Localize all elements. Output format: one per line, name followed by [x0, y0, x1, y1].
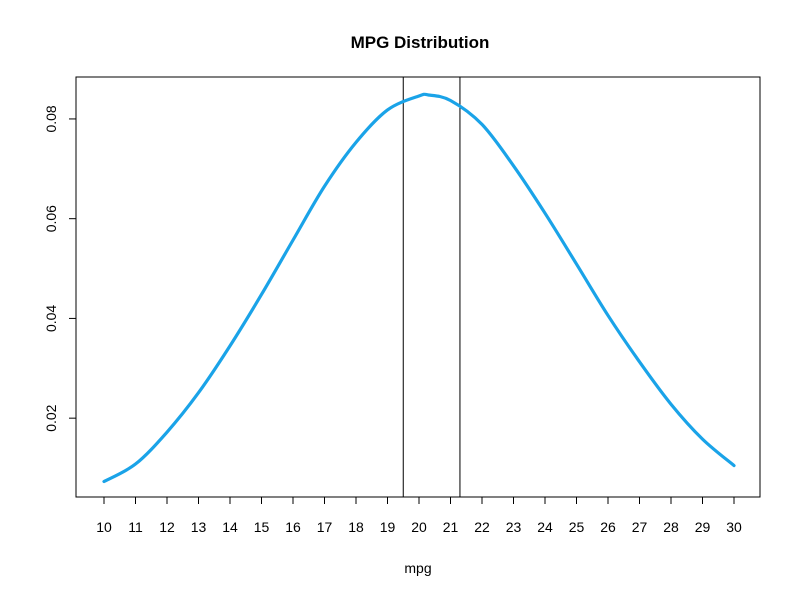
- x-tick-label: 10: [96, 519, 112, 535]
- y-tick-label: 0.08: [43, 105, 59, 132]
- x-tick-label: 20: [411, 519, 427, 535]
- x-tick-label: 13: [191, 519, 207, 535]
- x-tick-label: 21: [443, 519, 459, 535]
- x-tick-label: 14: [222, 519, 238, 535]
- chart-title: MPG Distribution: [351, 33, 490, 52]
- y-tick-label: 0.02: [43, 404, 59, 431]
- x-tick-label: 30: [726, 519, 742, 535]
- x-tick-label: 26: [600, 519, 616, 535]
- y-tick-label: 0.06: [43, 205, 59, 232]
- x-tick-label: 28: [663, 519, 679, 535]
- x-axis: 10 11 12 13 14 15 16 17 18 19 20 21 22 23 24 25 26 27 28 29…: [96, 496, 742, 535]
- x-tick-label: 15: [254, 519, 270, 535]
- x-tick-label: 16: [285, 519, 301, 535]
- x-tick-label: 24: [537, 519, 553, 535]
- x-tick-label: 19: [380, 519, 396, 535]
- x-axis-label: mpg: [404, 560, 431, 576]
- vertical-markers: [402, 77, 461, 497]
- series-group: [102, 92, 736, 484]
- plot-frame: [75, 76, 761, 498]
- series-line: [102, 92, 736, 484]
- x-tick-label: 18: [348, 519, 364, 535]
- x-tick-label: 27: [632, 519, 648, 535]
- x-tick-label: 29: [695, 519, 711, 535]
- x-tick-label: 22: [474, 519, 490, 535]
- x-tick-label: 23: [506, 519, 522, 535]
- x-tick-label: 11: [128, 519, 143, 535]
- x-tick-label: 17: [317, 519, 333, 535]
- y-tick-label: 0.04: [43, 305, 59, 332]
- y-axis: 0.02 0.04 0.06 0.08: [43, 105, 77, 432]
- x-tick-label: 12: [159, 519, 175, 535]
- x-tick-label: 25: [569, 519, 585, 535]
